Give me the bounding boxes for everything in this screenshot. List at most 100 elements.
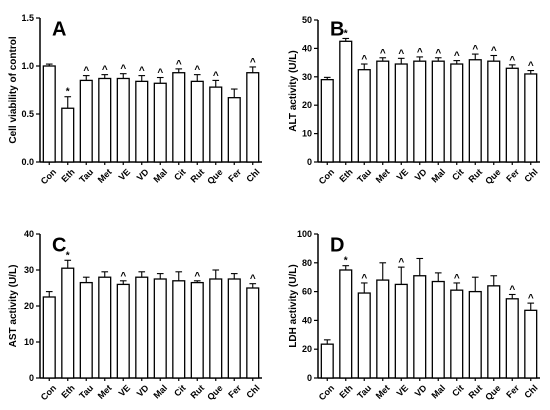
x-tick-label: VE: [395, 167, 411, 183]
y-tick-label: 0.5: [21, 109, 34, 119]
significance-marker: ^: [380, 48, 386, 59]
y-tick-label: 60: [302, 287, 312, 297]
bar: [450, 63, 464, 163]
significance-marker: ^: [435, 48, 441, 59]
significance-marker: ^: [491, 46, 497, 57]
x-tick-label: Cit: [172, 167, 188, 183]
x-tick-label: Mal: [430, 383, 448, 401]
panel-letter: D: [330, 235, 344, 257]
bar: [172, 72, 186, 163]
x-tick-label: Rut: [189, 383, 207, 401]
bar: [98, 77, 112, 163]
significance-marker: ^: [102, 65, 108, 76]
bar: [227, 278, 241, 379]
bar: [135, 80, 149, 163]
x-tick-label: Rut: [467, 167, 485, 185]
significance-marker: ^: [361, 54, 367, 65]
panel-letter: A: [52, 19, 66, 41]
significance-marker: *: [66, 87, 70, 98]
x-tick-label: VD: [413, 383, 429, 399]
x-tick-label: Rut: [467, 383, 485, 401]
bar: [209, 278, 223, 379]
bar: [487, 285, 501, 379]
bar: [505, 67, 519, 163]
x-tick-label: Que: [205, 167, 224, 186]
bar: [357, 292, 371, 379]
significance-marker: ^: [83, 66, 89, 77]
x-tick-label: Eth: [59, 383, 76, 400]
x-tick-label: Chl: [522, 167, 539, 184]
panel-a: A Cell viability of control 0.0 0.5 1.0 1.5 Co…: [8, 13, 262, 186]
bar: [246, 72, 260, 163]
significance-marker: *: [344, 28, 348, 39]
x-tick-label: Tau: [355, 167, 373, 185]
x-tick-label: VE: [117, 167, 133, 183]
x-tick-label: Que: [483, 383, 502, 402]
x-tick-label: Con: [39, 383, 58, 402]
bar: [394, 283, 408, 379]
bar: [487, 60, 501, 163]
y-axis-label: ALT activity (U/L): [288, 50, 299, 131]
x-tick-label: Eth: [337, 167, 354, 184]
y-tick-label: 40: [24, 229, 34, 239]
bar: [450, 289, 464, 379]
bar: [153, 82, 167, 163]
significance-marker: ^: [509, 284, 515, 295]
bar: [79, 281, 93, 379]
significance-marker: ^: [417, 47, 423, 58]
y-axis-label: AST activity (U/L): [8, 265, 19, 348]
bar: [246, 287, 260, 379]
bar: [116, 283, 130, 379]
bar: [98, 276, 112, 379]
bar: [61, 267, 75, 379]
significance-marker: ^: [361, 273, 367, 284]
y-tick-label: 20: [24, 301, 34, 311]
x-tick-label: Rut: [189, 167, 207, 185]
y-tick-label: 30: [302, 72, 312, 82]
panel-letter: B: [330, 19, 344, 41]
bar: [394, 63, 408, 163]
x-tick-label: Con: [317, 167, 336, 186]
x-tick-label: Mal: [152, 383, 170, 401]
y-tick-label: 1.5: [21, 13, 34, 23]
y-tick-label: 0: [29, 373, 34, 383]
x-tick-label: VE: [117, 383, 133, 399]
y-tick-label: 20: [302, 344, 312, 354]
bar: [376, 60, 390, 163]
x-tick-label: Met: [96, 167, 114, 185]
x-tick-label: Mal: [430, 167, 448, 185]
y-tick-label: 0: [307, 157, 312, 167]
significance-marker: *: [66, 250, 70, 261]
significance-marker: ^: [528, 293, 534, 304]
significance-marker: ^: [509, 55, 515, 66]
significance-marker: ^: [120, 64, 126, 75]
bar: [468, 290, 482, 379]
panel-c: C AST activity (U/L) 0 10 20 30 40 Con * Eth Tau Me…: [8, 229, 262, 402]
bar: [357, 69, 371, 163]
bar: [339, 40, 353, 163]
x-tick-label: Chl: [244, 383, 261, 400]
x-tick-label: Eth: [337, 383, 354, 400]
bar: [431, 280, 445, 379]
panel-d: D LDH activity (U/L) 0 20 40 60 80 100 Con * Eth ^ T…: [288, 229, 540, 402]
y-tick-label: 0.0: [21, 157, 34, 167]
y-axis-label: Cell viability of control: [8, 36, 19, 143]
x-tick-label: Cit: [172, 383, 188, 399]
significance-marker: ^: [250, 57, 256, 68]
x-tick-label: Chl: [244, 167, 261, 184]
panel-letter: C: [52, 235, 66, 257]
significance-marker: ^: [250, 274, 256, 285]
x-tick-label: Met: [374, 167, 392, 185]
x-tick-label: Met: [374, 383, 392, 401]
x-tick-label: Con: [317, 383, 336, 402]
significance-marker: ^: [213, 70, 219, 81]
bar: [227, 97, 241, 163]
significance-marker: ^: [398, 48, 404, 59]
bar: [505, 298, 519, 379]
significance-marker: ^: [454, 273, 460, 284]
y-tick-label: 40: [302, 43, 312, 53]
y-axis-label: LDH activity (U/L): [288, 264, 299, 347]
bar: [524, 309, 538, 379]
bar: [42, 296, 56, 379]
